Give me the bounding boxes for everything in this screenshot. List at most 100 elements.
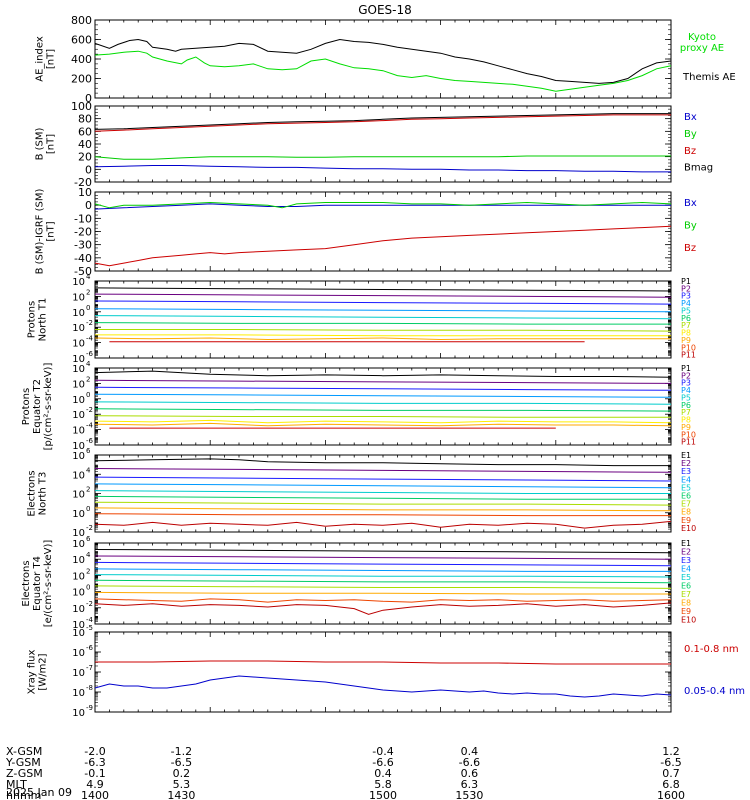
legend-entry: E6 [681, 582, 691, 591]
x-tick-label: 0.2 [173, 767, 191, 780]
legend-entry: P1 [681, 364, 691, 373]
x-tick-label: 0.7 [662, 767, 680, 780]
y-tick-label: 10 [72, 588, 85, 599]
legend-entry: E8 [681, 599, 691, 608]
y-tick-label: 10 [72, 410, 85, 421]
series-p6 [94, 322, 671, 325]
y-axis-label: Protons [21, 388, 32, 425]
y-tick-exponent: 4 [86, 273, 91, 281]
y-axis-label: Equator T2 [32, 379, 43, 434]
x-tick-label: -0.1 [84, 767, 105, 780]
legend-entry: E4 [681, 565, 691, 574]
y-tick-label: 800 [71, 14, 92, 27]
series-e8 [94, 591, 671, 595]
series-bx [94, 203, 671, 210]
y-tick-exponent: -9 [86, 704, 93, 712]
y-tick-label: 10 [72, 441, 85, 452]
x-tick-label: -6.6 [372, 756, 393, 769]
x-row-label: hhmm [6, 789, 41, 800]
y-tick-label: -40 [74, 252, 92, 265]
legend-entry: proxy AE [680, 43, 724, 54]
y-tick-exponent: -4 [86, 422, 94, 430]
series-e1 [94, 549, 672, 554]
y-tick-label: 10 [72, 604, 85, 615]
panel-frame [94, 631, 672, 713]
y-tick-label: -50 [74, 265, 92, 278]
series-p9 [94, 337, 671, 341]
y-tick-label: 600 [71, 34, 92, 47]
y-tick-label: 10 [72, 277, 85, 288]
legend-entry: Themis AE [682, 72, 736, 83]
y-tick-exponent: -6 [86, 437, 94, 445]
panel-frame [94, 542, 672, 625]
series-p5 [94, 401, 672, 405]
x-tick-label: 6.8 [662, 778, 680, 791]
series-by [94, 201, 672, 209]
y-tick-label: 80 [78, 113, 92, 126]
legend-entry: E9 [681, 607, 691, 616]
legend-entry: P9 [681, 423, 691, 432]
y-tick-exponent: 4 [86, 551, 91, 559]
legend-entry: E8 [681, 508, 691, 517]
x-tick-label: -6.6 [459, 756, 480, 769]
legend: Bx By Bz [684, 198, 697, 254]
y-axis-label: North T3 [38, 472, 49, 516]
y-tick-exponent: 6 [86, 447, 91, 455]
y-tick-exponent: 6 [86, 535, 91, 543]
legend-entry: E6 [681, 492, 691, 501]
y-tick-label: 200 [71, 73, 92, 86]
series-e7 [94, 585, 672, 589]
legend-entry: P9 [681, 336, 691, 345]
legend-entry: P6 [681, 314, 691, 323]
x-row-label: MLT [6, 778, 27, 791]
series-e9 [94, 513, 671, 517]
series-p9 [94, 422, 672, 427]
y-tick-label: -10 [74, 212, 92, 225]
x-tick-label: 1500 [369, 789, 397, 800]
legend-entry: P7 [681, 321, 691, 330]
series-kyoto-proxy-ae [94, 50, 672, 92]
legend-entry: Bmag [684, 163, 713, 174]
y-axis-label: North T1 [38, 298, 49, 342]
legend-entry: E5 [681, 483, 691, 492]
y-tick-label: 100 [71, 100, 92, 113]
y-axis-label: [nT] [46, 221, 57, 241]
legend-entry: P2 [681, 371, 691, 380]
panel-frame [94, 367, 672, 446]
series-bz [94, 114, 671, 132]
series-e3 [94, 476, 672, 482]
y-axis-label: Protons [27, 301, 38, 338]
x-row-label: X-GSM [6, 745, 42, 758]
legend-entry: P11 [681, 438, 696, 447]
legend-entry: P3 [681, 379, 691, 388]
y-tick-exponent: -6 [86, 644, 94, 652]
y-tick-exponent: 2 [86, 288, 90, 296]
y-tick-label: -30 [74, 239, 92, 252]
legend-entry: P7 [681, 408, 691, 417]
y-tick-label: 10 [72, 539, 85, 550]
x-tick-label: 6.3 [461, 778, 479, 791]
y-tick-exponent: 0 [86, 391, 90, 399]
y-axis-label: [p/(cm²-s-sr-keV)] [43, 363, 54, 451]
x-tick-label: 5.3 [173, 778, 191, 791]
y-tick-exponent: 2 [86, 375, 90, 383]
y-tick-exponent: 0 [86, 505, 90, 513]
series-e6 [94, 495, 671, 500]
x-tick-label: 0.4 [374, 767, 392, 780]
legend-entry: E9 [681, 516, 691, 525]
x-tick-label: 1400 [81, 789, 109, 800]
y-tick-label: 10 [72, 292, 85, 303]
x-tick-label: 1600 [657, 789, 685, 800]
y-axis-label: Electrons [27, 470, 38, 516]
x-tick-label: -2.0 [84, 745, 105, 758]
y-axis-label: AE_index [35, 36, 46, 82]
y-axis-label: [W/m2] [38, 653, 49, 690]
series-bz [94, 225, 672, 267]
y-tick-exponent: -8 [86, 684, 93, 692]
series-e4 [94, 483, 672, 489]
